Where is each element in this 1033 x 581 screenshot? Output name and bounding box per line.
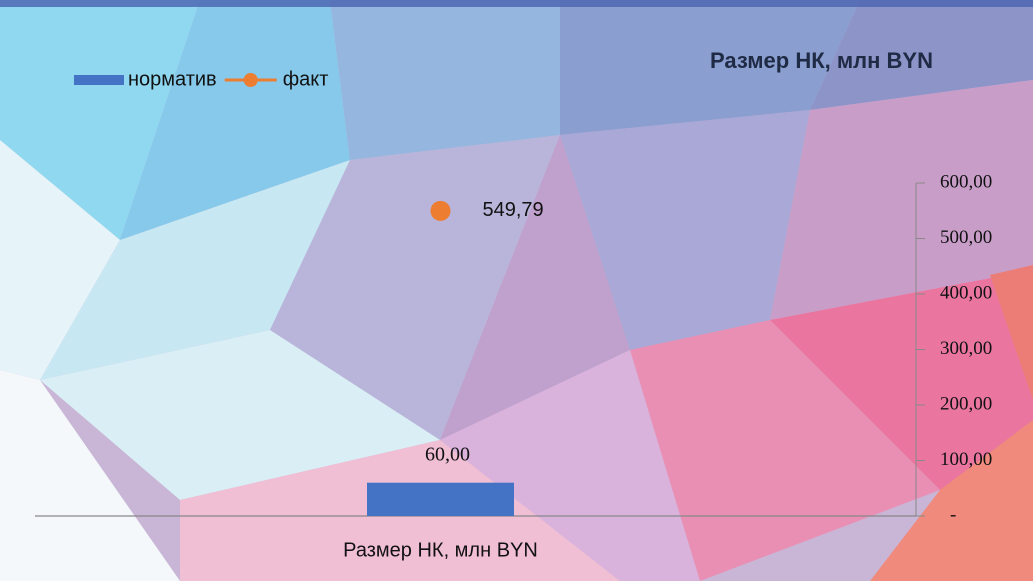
y-tick-label: 300,00 (940, 338, 992, 359)
y-tick-label: 600,00 (940, 171, 992, 192)
legend-swatch (74, 75, 124, 85)
legend-label: норматив (128, 68, 217, 90)
bar (367, 482, 514, 516)
y-tick-label: - (950, 504, 956, 525)
legend-label: факт (283, 68, 329, 90)
y-tick-label: 200,00 (940, 393, 992, 414)
chart-title: Размер НК, млн BYN (710, 48, 933, 73)
data-label: 549,79 (483, 199, 544, 221)
legend-swatch (243, 73, 258, 87)
x-tick-label: Размер НК, млн BYN (343, 539, 538, 561)
y-tick-label: 400,00 (940, 282, 992, 303)
data-label: 60,00 (425, 443, 470, 465)
y-tick-label: 100,00 (940, 449, 992, 470)
y-tick-label: 500,00 (940, 227, 992, 248)
point (430, 200, 451, 221)
